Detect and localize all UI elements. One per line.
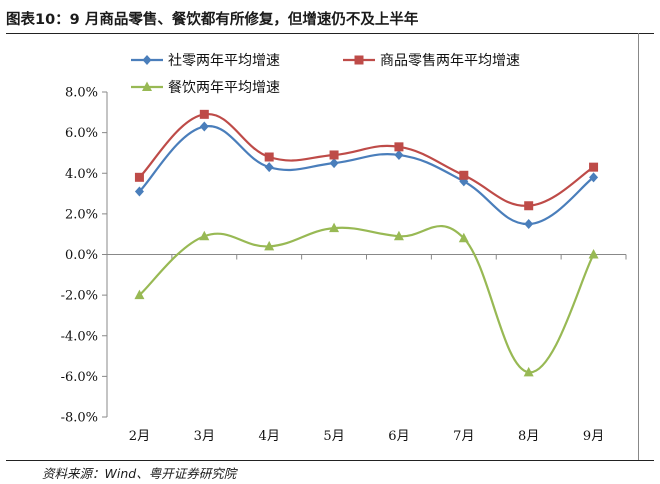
data-point [264,162,274,173]
legend-swatch-marker [354,55,364,65]
x-tick-label: 5月 [323,429,344,444]
data-point [458,232,469,243]
data-point [589,162,599,172]
y-tick-label: 0.0% [65,248,98,263]
source-note: 资料来源：Wind、粤开证券研究院 [42,466,237,481]
data-point [264,152,274,162]
data-point [589,172,599,183]
data-point [264,240,275,251]
x-tick-label: 6月 [388,429,409,444]
y-tick-label: -2.0% [61,289,98,304]
data-point [134,186,144,197]
legend-label: 商品零售两年平均增速 [380,53,520,69]
footer-divider [6,460,654,461]
title-divider [6,33,654,34]
y-tick-label: 8.0% [65,86,98,101]
data-point [394,142,404,152]
data-point [524,219,534,230]
legend-item: 社零两年平均增速 [131,53,280,69]
axes: 8.0% 6.0% 4.0% 2.0% 0.0% -2.0% -4.0% -6.0% -8.0%… [61,86,627,444]
y-tick-label: 2.0% [65,207,98,222]
series-2 [134,109,599,211]
y-tick-label: 6.0% [65,126,98,141]
series-line [138,225,595,374]
data-point [394,149,404,160]
data-point [588,249,599,259]
data-point [459,170,469,180]
y-tick-label: -4.0% [61,329,98,344]
data-point [199,230,210,241]
data-point [523,366,534,377]
series-lines [134,109,599,377]
y-tick-label: 4.0% [65,167,98,182]
x-tick-label: 9月 [583,429,604,444]
y-tick-label: -8.0% [61,411,98,426]
legend-label: 社零两年平均增速 [168,53,280,69]
x-tick-label: 7月 [453,429,474,444]
line-chart: 8.0% 6.0% 4.0% 2.0% 0.0% -2.0% -4.0% -6.0% -8.0%… [61,53,627,444]
x-tick-label: 4月 [259,429,280,444]
legend-label: 餐饮两年平均增速 [168,80,280,96]
legend-swatch-marker [142,55,152,65]
data-point [199,121,209,132]
data-point [524,201,534,211]
data-point [329,222,340,233]
series-1 [134,121,599,230]
data-point [199,109,209,119]
data-point [134,289,145,300]
data-point [329,158,339,169]
legend-item: 商品零售两年平均增速 [343,53,520,69]
legend-item: 餐饮两年平均增速 [131,80,280,96]
right-border [638,33,639,460]
data-point [393,230,404,241]
legend-swatch-marker [142,81,152,91]
x-tick-label: 3月 [194,429,215,444]
y-tick-label: -6.0% [61,370,98,385]
chart-title: 图表10：9 月商品零售、餐饮都有所修复，但增速仍不及上半年 [6,12,419,28]
series-3 [134,222,599,377]
x-tick-label: 8月 [518,429,539,444]
data-point [134,172,144,182]
x-tick-label: 2月 [129,429,150,444]
data-point [329,150,339,160]
